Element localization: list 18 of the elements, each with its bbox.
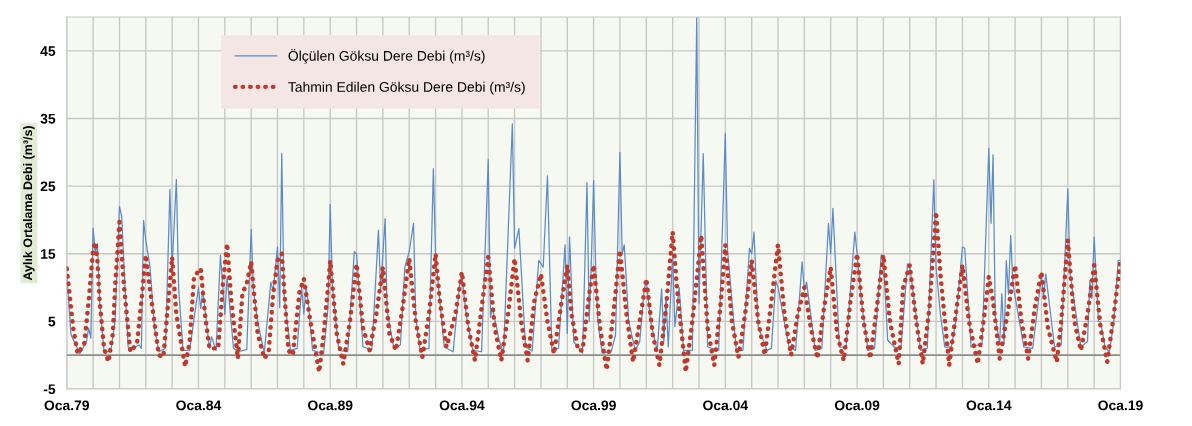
y-tick-label: 35 (40, 113, 56, 124)
y-tick-label: 5 (48, 316, 56, 327)
x-tick-label: Oca.94 (439, 400, 485, 411)
x-tick-label: Oca.09 (834, 400, 880, 411)
y-tick-label: -5 (43, 384, 56, 395)
x-tick-label: Oca.89 (308, 400, 353, 411)
y-tick-label: 25 (40, 181, 56, 192)
y-tick-label: 15 (41, 249, 56, 259)
x-tick-label: Oca.99 (571, 400, 616, 411)
legend-label: Ölçülen Göksu Dere Debi (m³/s) (288, 49, 485, 64)
x-tick-label: Oca.19 (1098, 400, 1143, 411)
x-tick-label: Oca.79 (44, 400, 90, 411)
y-tick-label: 45 (40, 46, 56, 57)
x-tick-label: Oca.84 (176, 400, 222, 411)
x-tick-label: Oca.14 (966, 400, 1012, 411)
y-axis-title: Aylık Ortalama Debi (m³/s) (22, 126, 35, 281)
x-tick-label: Oca.04 (703, 400, 749, 411)
legend-label: Tahmin Edilen Göksu Dere Debi (m³/s) (288, 81, 525, 95)
